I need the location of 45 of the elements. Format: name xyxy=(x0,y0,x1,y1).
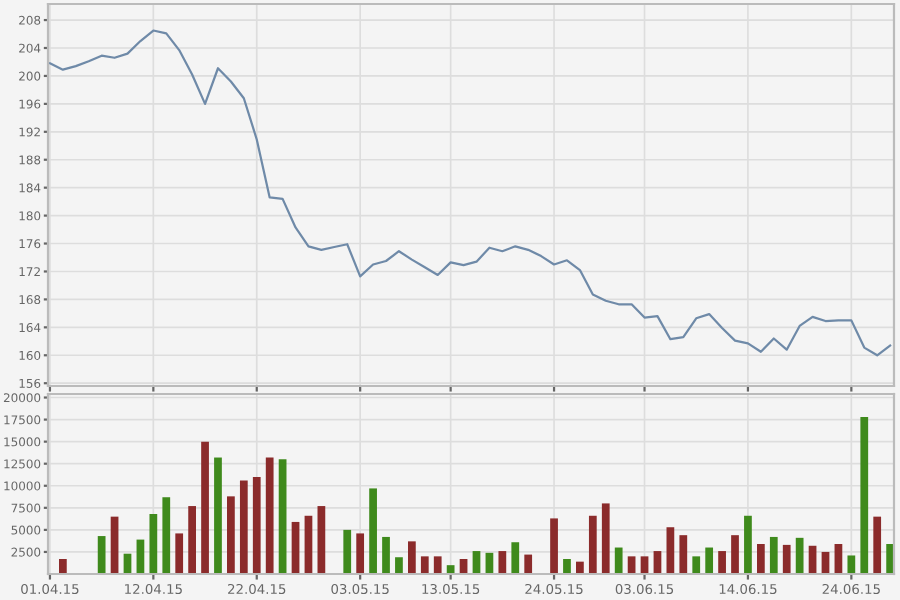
bar xyxy=(433,556,442,574)
bar xyxy=(201,441,209,574)
bar xyxy=(252,476,261,574)
bar xyxy=(58,559,67,574)
bar xyxy=(162,497,171,574)
bar xyxy=(782,544,791,574)
bar xyxy=(614,547,623,574)
bar xyxy=(601,503,610,574)
bar xyxy=(563,559,571,574)
bar xyxy=(498,551,507,574)
line-series xyxy=(48,29,892,357)
bar xyxy=(847,555,856,574)
bar xyxy=(446,565,455,574)
bar xyxy=(873,516,882,574)
bar xyxy=(369,488,377,574)
bar xyxy=(382,536,390,574)
bar xyxy=(705,547,714,574)
bar xyxy=(356,533,365,574)
bar xyxy=(860,416,869,574)
bar xyxy=(227,496,235,574)
bar xyxy=(576,561,584,574)
bar xyxy=(407,541,416,574)
bar xyxy=(511,542,520,574)
bar xyxy=(756,544,765,574)
bar xyxy=(239,480,248,574)
bar xyxy=(278,459,287,574)
bar xyxy=(795,537,804,574)
bar xyxy=(524,554,533,574)
bar xyxy=(175,533,184,574)
bar xyxy=(731,535,739,574)
bar xyxy=(420,556,429,574)
bar xyxy=(395,557,403,574)
bar xyxy=(97,536,106,574)
bar xyxy=(769,536,778,574)
bar xyxy=(588,515,597,574)
bar xyxy=(265,457,274,574)
bar xyxy=(188,506,196,574)
bar xyxy=(214,457,222,574)
bar xyxy=(343,529,352,574)
bar xyxy=(692,556,701,574)
bar xyxy=(149,514,158,574)
bar xyxy=(550,518,558,574)
bar xyxy=(744,515,752,574)
bar xyxy=(718,551,726,574)
bar xyxy=(679,535,688,574)
